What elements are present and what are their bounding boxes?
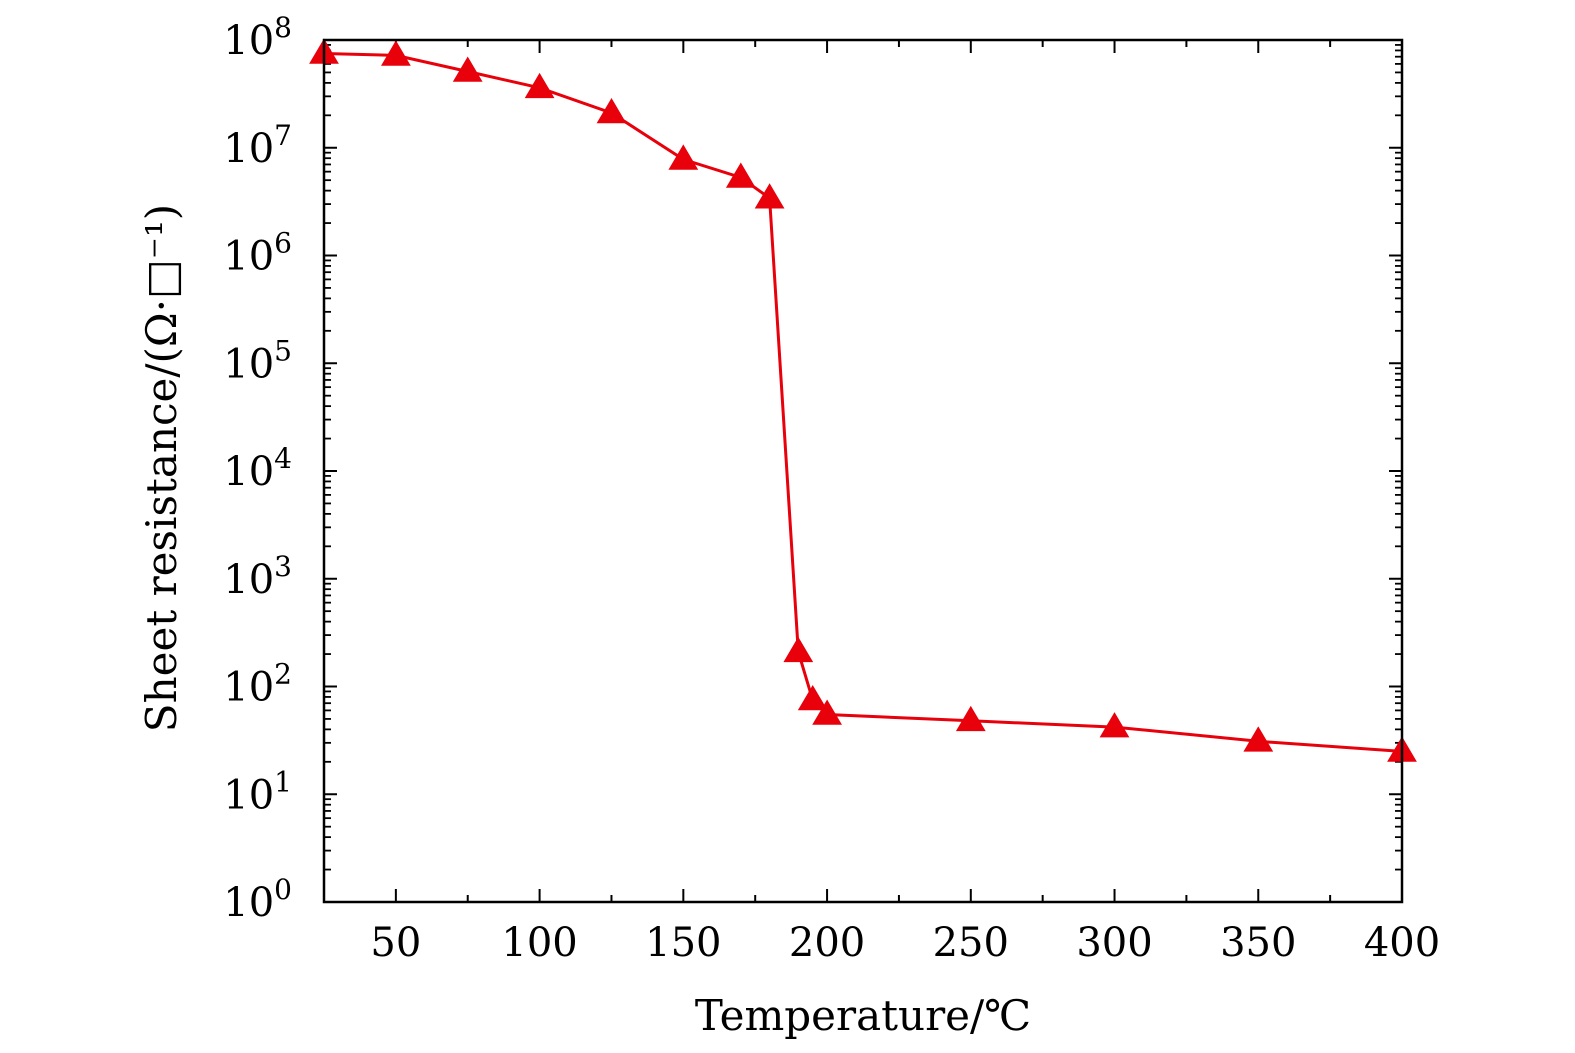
data-point-marker [812, 699, 842, 725]
y-tick-label: 108 [223, 11, 292, 64]
x-tick-label: 150 [645, 920, 721, 966]
plot-frame [322, 38, 1404, 904]
data-point-marker [668, 144, 699, 170]
data-point-marker [754, 183, 785, 209]
data-point-marker [381, 40, 411, 66]
data-point-marker [1243, 726, 1274, 752]
x-tick-label: 50 [370, 920, 421, 966]
y-tick-labels: 100 101 102 103 104 105 106 107 108 [223, 11, 292, 926]
series-layer [309, 38, 1417, 762]
axis-ticks [323, 39, 1403, 903]
x-tick-label: 100 [501, 920, 577, 966]
data-point-marker [783, 636, 814, 663]
x-tick-label: 350 [1220, 920, 1296, 966]
y-axis-label: Sheet resistance/(Ω·□⁻¹) [137, 204, 186, 732]
y-tick-label: 100 [223, 873, 292, 926]
x-tick-label: 250 [933, 920, 1009, 966]
x-axis-label: Temperature/℃ [695, 991, 1031, 1040]
x-tick-label: 300 [1076, 920, 1152, 966]
data-point-marker [725, 162, 756, 188]
data-point-marker [596, 98, 627, 124]
x-tick-label: 400 [1364, 920, 1440, 966]
y-tick-label: 104 [223, 442, 292, 495]
y-tick-label: 103 [223, 550, 292, 603]
y-tick-label: 102 [223, 658, 292, 711]
data-point-marker [524, 72, 555, 99]
series-line [323, 52, 1403, 753]
data-point-marker [797, 685, 828, 711]
x-tick-labels: 50 100 150 200 250 300 350 400 [370, 920, 1440, 966]
data-point-marker [1099, 712, 1130, 738]
y-tick-label: 101 [223, 765, 292, 818]
x-tick-label: 200 [789, 920, 865, 966]
y-tick-label: 106 [223, 227, 292, 280]
data-point-marker [452, 56, 483, 82]
y-tick-label: 105 [223, 334, 292, 387]
y-tick-label: 107 [223, 119, 292, 172]
data-point-marker [955, 705, 986, 732]
